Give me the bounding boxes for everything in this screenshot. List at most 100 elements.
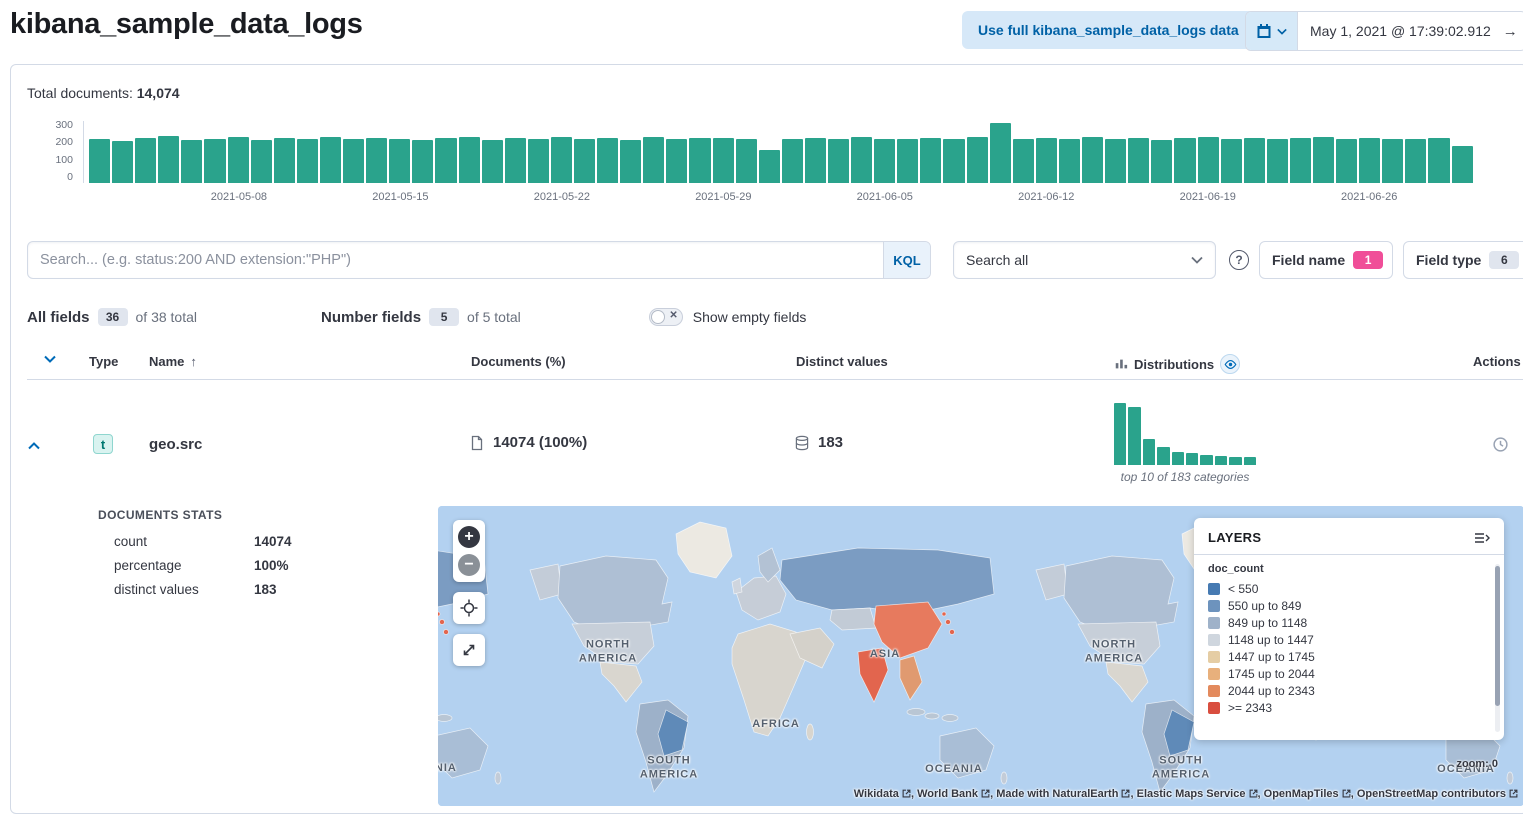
map-attribution-link[interactable]: World Bank [917, 788, 990, 800]
total-documents-label: Total documents: [27, 85, 133, 101]
distribution-bar [1214, 456, 1228, 465]
histogram-bar [435, 138, 457, 183]
documents-value: 14074 (100%) [493, 434, 588, 451]
collapse-row-chevron-icon[interactable] [27, 438, 41, 456]
distribution-bar [1243, 457, 1257, 465]
divider [1194, 554, 1504, 555]
zoom-out-button[interactable]: − [458, 554, 480, 576]
kql-button[interactable]: KQL [883, 242, 930, 278]
histogram-bar [573, 139, 596, 183]
number-fields-suffix: of 5 total [467, 309, 521, 325]
expand-all-chevron-icon[interactable] [43, 354, 57, 364]
legend-item: < 550 [1208, 580, 1490, 597]
date-picker-calendar-button[interactable] [1246, 12, 1298, 50]
histogram-bar [781, 139, 803, 183]
field-type-filter-button[interactable]: Field type 6 [1403, 241, 1523, 279]
field-name-label: Field name [1272, 252, 1346, 268]
histogram-bar [527, 139, 549, 183]
y-axis-tick-label: 200 [55, 136, 73, 149]
all-fields-count-badge: 36 [97, 308, 128, 326]
x-axis-tick-label: 2021-05-22 [533, 191, 590, 203]
switch-off-x-icon: ✕ [669, 310, 678, 321]
histogram-bar [319, 137, 342, 183]
stat-row: count 14074 [114, 529, 334, 553]
histogram-y-axis: 300 200 100 0 [29, 119, 73, 183]
legend-label: 1745 up to 2044 [1228, 666, 1315, 681]
column-header-distinct-values[interactable]: Distinct values [796, 354, 888, 369]
histogram-bar [1359, 138, 1381, 183]
search-input[interactable] [27, 241, 931, 279]
column-header-documents[interactable]: Documents (%) [471, 354, 566, 369]
fit-to-bounds-button[interactable] [453, 634, 485, 666]
tab-all-fields[interactable]: All fields 36 of 38 total [27, 308, 197, 326]
histogram-bar [1174, 138, 1196, 183]
map-continent-label: OCEANIA [438, 761, 457, 774]
map-container[interactable]: OCEANIA NORTH AMERICA SOUTH AMERICA AFRICA A… [438, 506, 1523, 806]
legend-swatch [1208, 684, 1220, 697]
legend-label: 2044 up to 2343 [1228, 683, 1315, 698]
legend-item: 1745 up to 2044 [1208, 665, 1490, 682]
zoom-controls: + − [453, 520, 485, 582]
histogram-bar [1035, 138, 1057, 183]
sort-ascending-icon: ↑ [190, 354, 197, 369]
histogram-bar [828, 139, 850, 183]
histogram-bar [897, 139, 919, 183]
histogram-bar [1405, 139, 1427, 183]
histogram-bar [1220, 139, 1242, 183]
map-attribution-link[interactable]: Elastic Maps Service [1137, 788, 1258, 800]
histogram-bar [1266, 139, 1288, 183]
column-header-name[interactable]: Name ↑ [149, 354, 197, 369]
histogram-bar [1151, 140, 1173, 183]
zoom-in-button[interactable]: + [458, 526, 480, 548]
map-attribution-link[interactable]: OpenStreetMap contributors [1357, 788, 1518, 800]
eye-icon[interactable] [1220, 354, 1241, 374]
histogram-bar [1197, 137, 1219, 183]
external-link-icon [1122, 789, 1130, 798]
legend-item: 1148 up to 1447 [1208, 631, 1490, 648]
distinct-values-cell: 183 [794, 434, 843, 451]
legend-label: >= 2343 [1228, 700, 1273, 715]
tab-number-fields[interactable]: Number fields 5 of 5 total [321, 308, 521, 326]
field-name-filter-button[interactable]: Field name 1 [1259, 241, 1393, 279]
help-icon[interactable]: ? [1229, 250, 1249, 270]
histogram-bar [943, 139, 965, 183]
histogram-bar [989, 123, 1011, 183]
column-header-type[interactable]: Type [89, 354, 119, 369]
legend-label: 849 up to 1148 [1228, 615, 1308, 630]
documents-stats-table: count 14074 percentage 100% distinct values 1… [114, 529, 334, 601]
date-picker-start-date[interactable]: May 1, 2021 @ 17:39:02.912 [1310, 23, 1491, 39]
histogram-bar [550, 137, 572, 183]
map-attribution-link[interactable]: OpenMapTiles [1264, 788, 1351, 800]
map-continent-label: OCEANIA [925, 762, 983, 775]
histogram-bar [1243, 138, 1265, 183]
histogram-bar [851, 137, 873, 183]
histogram-bar [366, 138, 388, 183]
locate-button[interactable] [453, 592, 485, 624]
legend-item: 849 up to 1148 [1208, 614, 1490, 631]
legend-swatch [1208, 667, 1220, 680]
histogram-bar [343, 139, 365, 183]
map-attribution-link[interactable]: Made with NaturalEarth [996, 788, 1130, 800]
show-empty-fields-switch[interactable]: ✕ [648, 308, 683, 326]
stat-label: distinct values [114, 581, 199, 597]
distribution-mini-chart: top 10 of 183 categories [1114, 403, 1257, 484]
layers-collapse-icon[interactable] [1474, 531, 1490, 545]
clock-history-icon[interactable] [1492, 436, 1509, 458]
histogram-bar [1312, 137, 1335, 183]
distribution-bars [1114, 403, 1257, 465]
external-link-icon [1509, 789, 1518, 798]
legend-swatch [1208, 599, 1220, 612]
legend-label: 550 up to 849 [1228, 598, 1302, 613]
map-attribution-link[interactable]: Wikidata [854, 788, 911, 800]
histogram-bar [89, 139, 111, 183]
legend-label: 1447 up to 1745 [1228, 649, 1315, 664]
use-full-data-button[interactable]: Use full kibana_sample_data_logs data [962, 11, 1255, 49]
layers-scrollbar-thumb[interactable] [1495, 566, 1500, 706]
legend-item: >= 2343 [1208, 699, 1490, 716]
map-continent-label: SOUTH AMERICA [1151, 754, 1211, 781]
histogram-bar [1289, 138, 1311, 183]
date-picker[interactable]: May 1, 2021 @ 17:39:02.912 → [1245, 11, 1523, 51]
layers-scrollbar[interactable] [1495, 564, 1500, 732]
stat-value: 100% [254, 557, 289, 573]
search-all-select[interactable]: Search all [953, 241, 1216, 279]
